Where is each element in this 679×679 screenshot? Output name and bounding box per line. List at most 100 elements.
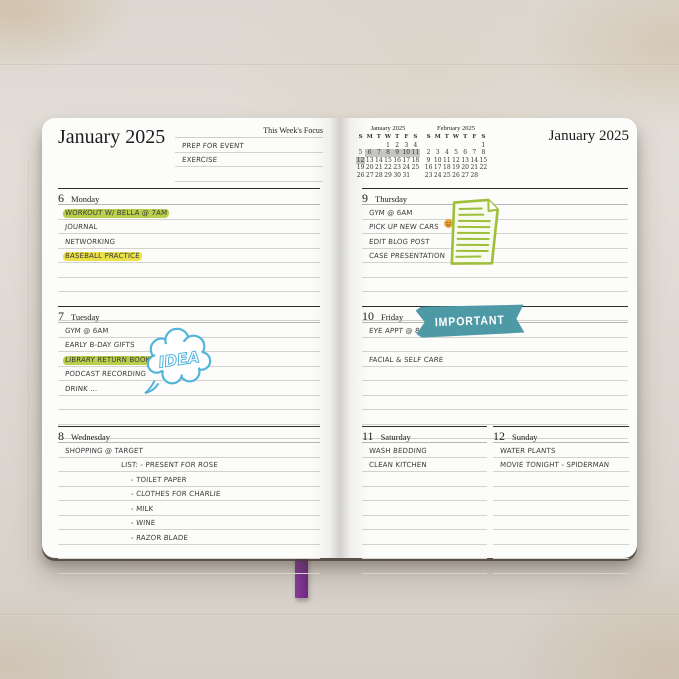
ruled-line: [493, 501, 629, 516]
handwritten-entry: Baseball Practice: [62, 252, 142, 261]
ruled-line: [58, 545, 320, 559]
wood-plank-seam: [0, 614, 679, 616]
mini-calendar-day-cell: [365, 142, 374, 150]
ruled-line: Baseball Practice: [58, 249, 320, 263]
handwritten-entry: Journal: [64, 223, 98, 231]
handwritten-entry: - razor blade: [130, 533, 189, 542]
ruled-line: [362, 425, 628, 439]
ruled-line: [362, 410, 628, 425]
focus-entry: Exercise: [181, 156, 218, 164]
day-section-wednesday: 8 Wednesday Shopping @ Target List: - prese…: [58, 426, 320, 574]
mini-calendar-day-cell: 23: [424, 171, 433, 179]
ruled-line: Clean Kitchen: [362, 458, 487, 472]
mini-calendar-day-cell: 14: [375, 156, 383, 164]
mini-calendar-dow-cell: T: [463, 134, 468, 140]
day-header: 7 Tuesday: [58, 306, 320, 323]
mini-calendar-day-cell: 19: [356, 164, 365, 172]
mini-calendar-day-cell: 22: [479, 164, 488, 172]
mini-calendar-day-cell: 8: [383, 149, 393, 157]
mini-calendar-day-cell: 20: [461, 164, 469, 172]
ruled-line: Networking: [58, 234, 320, 249]
mini-calendar-day-cell: 1: [386, 141, 390, 149]
mini-calendar-day-cell: 24: [433, 171, 442, 179]
day-header: 9 Thursday: [362, 188, 628, 205]
mini-calendar-day-cell: 17: [433, 164, 442, 172]
mini-calendar-january: January 2025 S M T W T F S 1 2 3 4 5 6 7 8 9 10 11 12 13 14 15…: [356, 124, 420, 180]
mini-calendar-day-cell: 22: [384, 164, 392, 172]
mini-calendar-day-cell: 25: [443, 171, 451, 179]
ruled-line: - razor blade: [58, 530, 320, 545]
handwritten-entry: Edit Blog Post: [368, 237, 430, 246]
handwritten-entry: Facial & Self Care: [368, 355, 444, 364]
weekly-focus-label: This Week's Focus: [175, 124, 323, 138]
smiley-emoji-sticker: [443, 215, 453, 233]
mini-calendar-day-cell: 18: [411, 156, 420, 164]
mini-calendar-dow-cell: S: [481, 134, 486, 140]
ruled-line: Journal: [58, 220, 320, 234]
important-ribbon-sticker: IMPORTANT: [415, 303, 524, 338]
mini-calendar-day-cell: [461, 142, 470, 150]
handwritten-entry: - milk: [130, 504, 154, 513]
mini-calendar-day-cell: [442, 142, 451, 150]
mini-calendar-day-cell: [356, 142, 365, 150]
mini-calendar-day-cell: 2: [426, 149, 431, 157]
handwritten-entry: Water Plants: [499, 446, 556, 455]
ruled-line: Drink ...: [58, 381, 320, 396]
mini-calendar-dow-cell: T: [395, 134, 400, 140]
ruled-line: [58, 559, 320, 574]
focus-ruled-line: [175, 167, 323, 182]
ruled-line: [362, 501, 487, 516]
handwritten-entry: Early B-Day Gifts: [64, 341, 135, 349]
mini-calendar-day-cell: [451, 142, 460, 150]
ruled-line: [362, 487, 487, 501]
mini-calendar-day-cell: 21: [470, 164, 479, 172]
handwritten-entry: - clothes for Charlie: [130, 490, 221, 498]
focus-entry: Prep For Event: [181, 141, 245, 150]
mini-calendar-day-cell: 6: [365, 149, 375, 157]
day-number: 10: [362, 309, 374, 323]
focus-ruled-line: Prep For Event: [175, 138, 323, 153]
mini-calendar-day-cell: 1: [481, 141, 486, 149]
mini-calendar-dow-cell: W: [452, 134, 460, 140]
day-number: 11: [362, 429, 374, 443]
handwritten-entry: Wash Bedding: [368, 446, 428, 455]
mini-calendar-day-cell: 4: [444, 149, 449, 157]
handwritten-entry: Podcast Recording: [64, 370, 147, 378]
handwritten-entry: - wine: [130, 519, 156, 527]
mini-calendar-day-cell: 11: [443, 156, 451, 164]
mini-calendar-day-cell: [470, 142, 479, 150]
mini-calendar-dow-cell: F: [472, 134, 477, 140]
mini-calendar-day-cell: 13: [365, 156, 374, 164]
ruled-line: [493, 530, 629, 545]
mini-calendar-day-cell: 6: [463, 149, 468, 157]
ruled-line: Eye Appt @ 8am: [362, 323, 628, 338]
weekly-focus-lines: Prep For Event Exercise: [175, 138, 323, 182]
day-name: Sunday: [512, 432, 538, 442]
ruled-line: [58, 278, 320, 292]
mini-calendar-day-cell: 9: [392, 149, 402, 157]
right-page-month-title: January 2025: [548, 128, 629, 144]
ruled-line: [493, 472, 629, 487]
mini-calendar-dow-cell: M: [366, 134, 373, 140]
mini-calendar-day-cell: [433, 142, 442, 150]
ruled-line: Facial & Self Care: [362, 352, 628, 367]
mini-calendar-day-cell: 10: [401, 149, 411, 157]
ruled-line: List: - present for Rose: [58, 458, 320, 472]
ruled-line: [493, 545, 629, 559]
planner-right-page: January 2025 January 2025 S M T W T F S 1 2 3 4 5 6 7 8…: [350, 118, 637, 574]
ruled-line: [362, 338, 628, 352]
mini-calendar-day-cell: 19: [452, 164, 460, 172]
day-header: 8 Wednesday: [58, 426, 320, 443]
handwritten-entry: Drink ...: [64, 384, 98, 393]
weekly-focus-block: This Week's Focus Prep For Event Exercise: [175, 124, 323, 182]
mini-calendar-day-cell: [479, 172, 488, 180]
day-name: Friday: [381, 312, 404, 322]
ruled-line: - clothes for Charlie: [58, 487, 320, 501]
ruled-line: Movie Tonight - Spiderman: [493, 458, 629, 472]
ruled-line: [362, 530, 487, 545]
handwritten-entry: Case Presentation: [368, 252, 446, 260]
mini-calendar-day-cell: 16: [393, 156, 401, 164]
mini-calendar-dow-cell: M: [434, 134, 441, 140]
ruled-line: [493, 487, 629, 501]
